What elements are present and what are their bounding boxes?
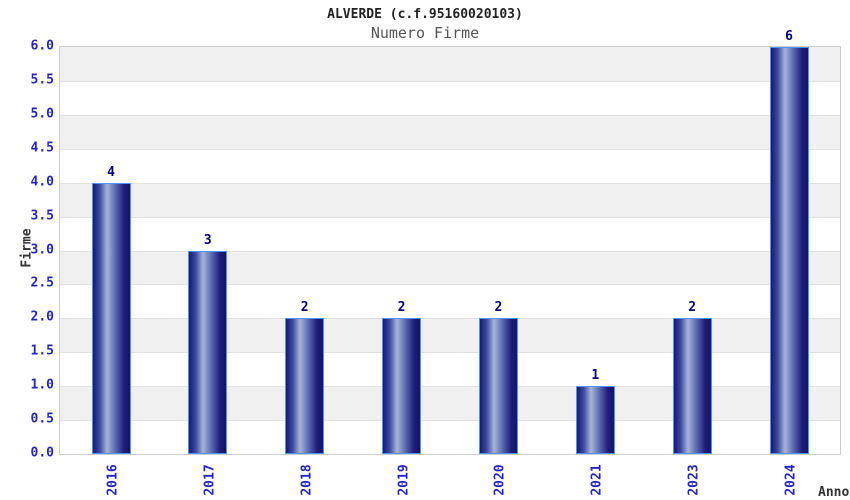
x-tick-label: 2019 <box>396 464 412 496</box>
grid-band <box>60 420 840 454</box>
chart-subtitle: Numero Firme <box>370 24 480 42</box>
gridline <box>60 352 840 354</box>
x-tick-label: 2016 <box>105 464 121 496</box>
y-tick-label: 1.5 <box>30 343 54 359</box>
grid-band <box>60 80 840 115</box>
grid-band <box>60 250 840 285</box>
y-tick-label: 0.5 <box>30 411 54 427</box>
x-tick-label: 2023 <box>686 464 702 496</box>
x-tick-label: 2017 <box>202 464 218 496</box>
chart-title: ALVERDE (c.f.95160020103) <box>327 7 523 22</box>
grid-band <box>60 114 840 149</box>
gridline <box>60 114 840 116</box>
gridline <box>60 420 840 422</box>
gridline <box>60 80 840 82</box>
y-tick-label: 2.0 <box>30 309 54 325</box>
grid-band <box>60 47 840 81</box>
y-tick-label: 4.5 <box>30 140 54 156</box>
gridline <box>60 250 840 252</box>
grid-band <box>60 182 840 217</box>
gridline <box>60 284 840 286</box>
x-tick-label: 2018 <box>299 464 315 496</box>
gridline <box>60 386 840 388</box>
x-tick-label: 2021 <box>589 464 605 496</box>
y-tick-label: 0.0 <box>30 445 54 461</box>
grid-band <box>60 352 840 387</box>
y-tick-label: 2.5 <box>30 275 54 291</box>
x-tick-label: 2024 <box>783 464 799 496</box>
gridline <box>60 148 840 150</box>
y-tick-label: 4.0 <box>30 174 54 190</box>
grid-band <box>60 284 840 319</box>
y-tick-label: 1.0 <box>30 377 54 393</box>
x-axis-title: Anno <box>818 485 850 500</box>
grid-band <box>60 216 840 251</box>
gridline <box>60 216 840 218</box>
grid-band <box>60 386 840 421</box>
gridline <box>60 182 840 184</box>
y-tick-label: 3.5 <box>30 208 54 224</box>
y-tick-label: 5.0 <box>30 106 54 122</box>
grid-band <box>60 148 840 183</box>
gridline <box>60 318 840 320</box>
plot-area <box>59 46 841 455</box>
y-axis-title: Firme <box>19 228 35 268</box>
y-tick-label: 5.5 <box>30 72 54 88</box>
x-tick-label: 2020 <box>492 464 508 496</box>
grid-band <box>60 318 840 353</box>
